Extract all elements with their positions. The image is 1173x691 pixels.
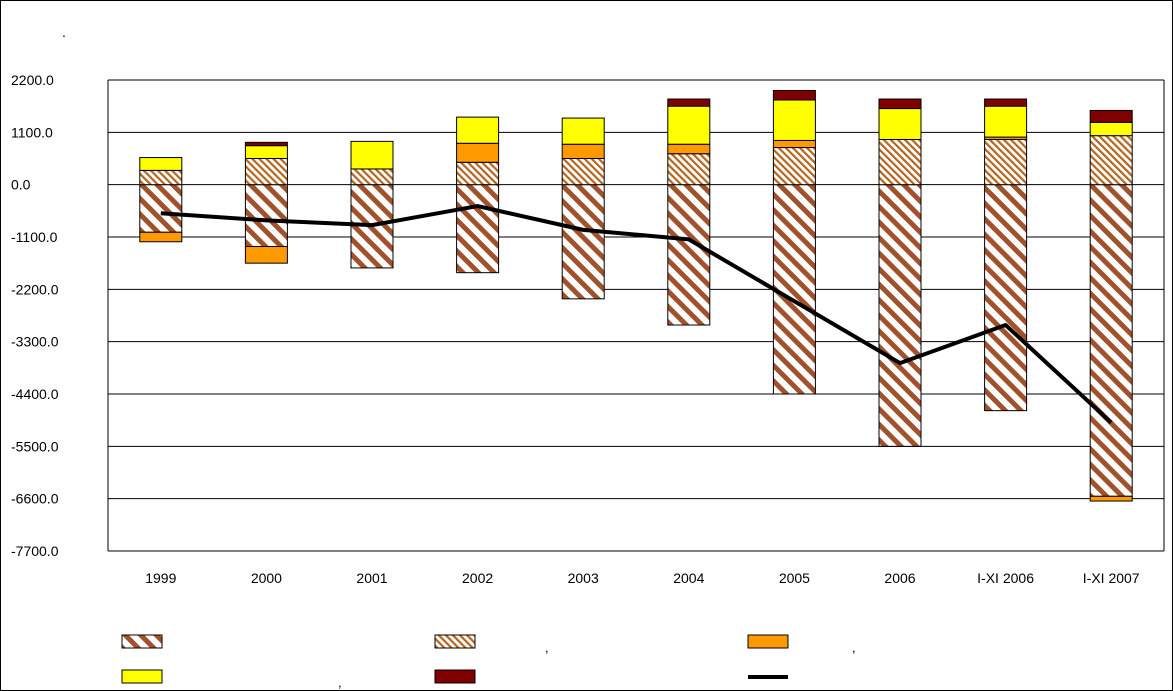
y-tick-label-7: -5500.0 <box>11 438 59 454</box>
line-series-5 <box>160 204 1113 425</box>
bar-series-2-5 <box>667 143 711 155</box>
bar-series-1-6 <box>772 147 816 186</box>
x-tick-label-8: I-XI 2006 <box>977 570 1034 586</box>
bar-series-0-8 <box>984 184 1028 412</box>
bar-series-3-8 <box>984 105 1028 138</box>
bar-series-3-7 <box>878 108 922 140</box>
x-tick-label-1: 2000 <box>251 570 282 586</box>
legend-swatch-2 <box>747 634 789 649</box>
legend-separator-3: , <box>338 675 342 690</box>
x-tick-label-0: 1999 <box>145 570 176 586</box>
bar-series-4-8 <box>984 98 1028 107</box>
bar-series-4-5 <box>667 98 711 107</box>
bar-series-0-1 <box>244 184 288 248</box>
x-tick-label-2: 2001 <box>356 570 387 586</box>
bar-series-1-1 <box>244 158 288 186</box>
y-tick-label-5: -3300.0 <box>11 334 59 350</box>
bar-series-1-7 <box>878 138 922 186</box>
y-tick-label-4: -2200.0 <box>11 281 59 297</box>
legend-swatch-3 <box>121 669 163 684</box>
bar-series-0-7 <box>878 184 922 447</box>
bar-series-3-0 <box>139 157 183 171</box>
bar-series-1-0 <box>139 169 183 186</box>
bar-series-2-0 <box>139 231 183 243</box>
x-tick-label-5: 2004 <box>673 570 704 586</box>
line-series <box>160 204 1113 425</box>
bar-series-3-1 <box>244 145 288 159</box>
chart-title: . <box>62 24 66 40</box>
legend-separator-2: , <box>852 640 856 655</box>
legend-swatch-0 <box>121 634 163 649</box>
bar-series-4-1 <box>244 141 288 147</box>
bars <box>139 89 1133 502</box>
y-tick-label-8: -6600.0 <box>11 491 59 507</box>
bar-series-2-9 <box>1089 495 1133 502</box>
legend-swatch-4 <box>434 669 476 684</box>
legend: ,,, <box>121 634 856 690</box>
y-tick-label-3: -1100.0 <box>11 229 58 245</box>
bar-series-1-8 <box>984 138 1028 186</box>
bar-series-0-4 <box>561 184 605 300</box>
y-tick-label-6: -4400.0 <box>11 386 59 402</box>
bar-series-1-5 <box>667 153 711 186</box>
bar-series-3-6 <box>772 99 816 141</box>
bar-series-1-9 <box>1089 135 1133 186</box>
x-axis-tick-labels: 1999 2000 2001 2002 2003 2004 2005 2006 I-XI 200… <box>145 570 1140 586</box>
bar-series-4-9 <box>1089 109 1133 123</box>
bar-series-0-6 <box>772 184 816 395</box>
x-tick-label-7: 2006 <box>884 570 915 586</box>
y-tick-label-1: 1100.0 <box>11 124 53 140</box>
bar-series-4-7 <box>878 98 922 110</box>
y-axis-tick-labels: 2200.0 1100.0 0.0 -1100.0 -2200.0 -3300.0 -440… <box>11 72 59 559</box>
bar-series-2-1 <box>244 246 288 264</box>
bar-series-2-4 <box>561 143 605 160</box>
x-tick-label-6: 2005 <box>779 570 810 586</box>
y-tick-label-0: 2200.0 <box>11 72 54 88</box>
bar-series-4-6 <box>772 89 816 101</box>
x-tick-label-3: 2002 <box>462 570 493 586</box>
bar-series-0-0 <box>139 184 183 233</box>
bar-series-3-9 <box>1089 121 1133 137</box>
bar-series-1-4 <box>561 158 605 186</box>
bar-series-1-2 <box>350 168 394 186</box>
plot-border <box>107 80 1165 551</box>
bar-series-3-4 <box>561 117 605 145</box>
x-tick-label-4: 2003 <box>568 570 599 586</box>
bar-series-2-3 <box>456 142 500 163</box>
bar-series-0-9 <box>1089 184 1133 497</box>
bar-series-0-3 <box>456 184 500 274</box>
bar-series-1-3 <box>456 161 500 186</box>
y-tick-label-2: 0.0 <box>11 177 31 193</box>
bar-series-3-5 <box>667 105 711 145</box>
x-tick-label-9: I-XI 2007 <box>1083 570 1140 586</box>
bar-series-3-2 <box>350 140 394 170</box>
bar-series-0-5 <box>667 184 711 326</box>
y-tick-label-9: -7700.0 <box>11 543 59 559</box>
legend-swatch-1 <box>434 634 476 649</box>
bar-series-3-3 <box>456 116 500 144</box>
legend-separator-1: , <box>545 640 549 655</box>
bar-series-2-6 <box>772 139 816 149</box>
